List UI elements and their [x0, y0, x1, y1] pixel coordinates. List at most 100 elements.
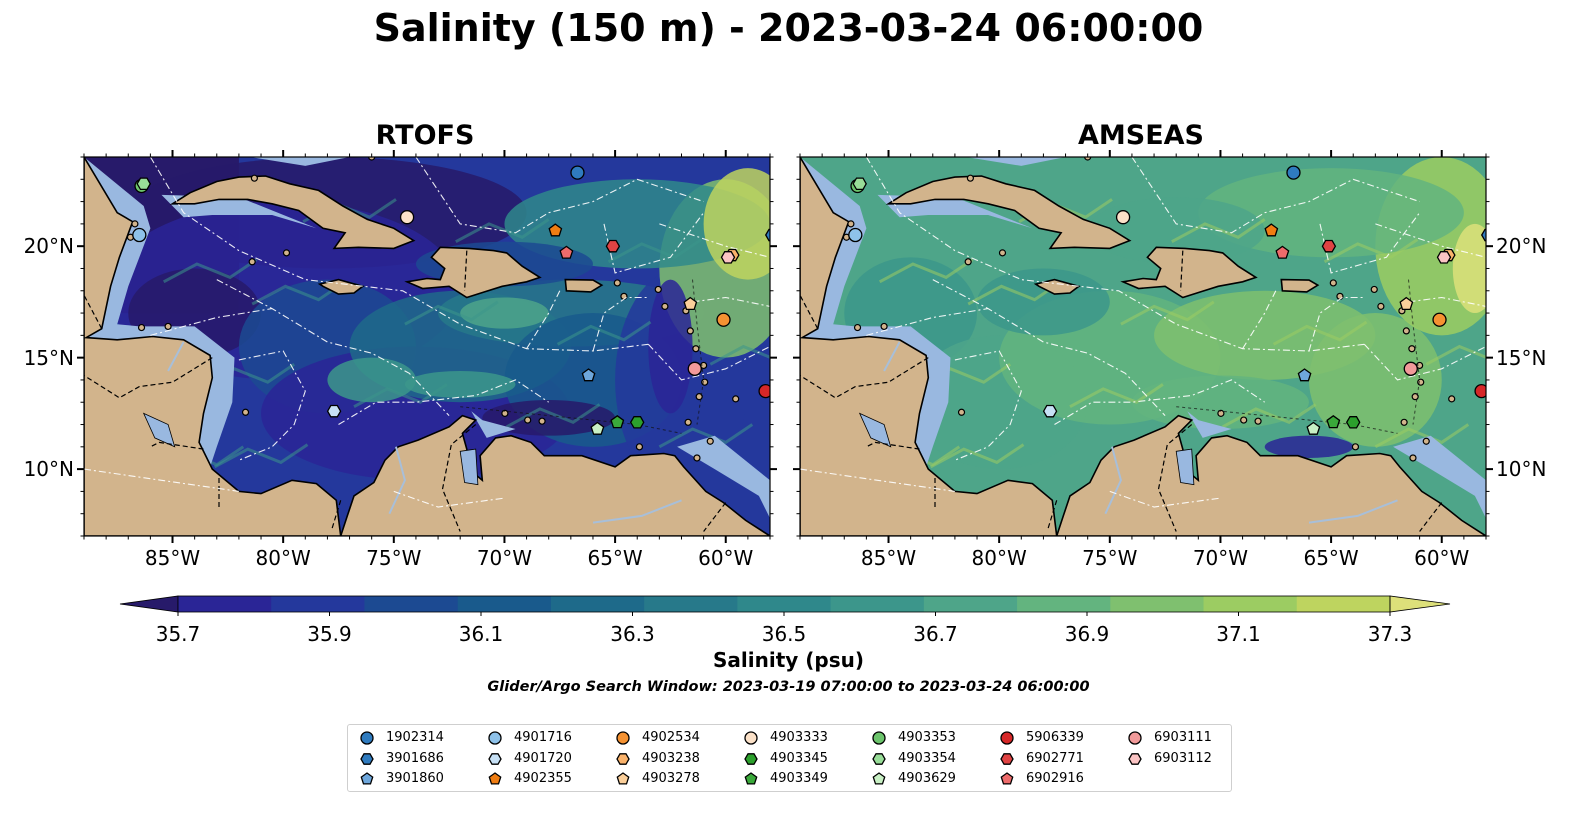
- lake-maracaibo: [459, 448, 479, 486]
- eez-boundary: [1131, 157, 1420, 234]
- legend-marker-circle: [1128, 731, 1142, 745]
- eez-boundary: [150, 308, 273, 336]
- float-marker-4903629: [1306, 421, 1321, 435]
- legend-label: 4901720: [514, 750, 572, 766]
- small-island: [701, 378, 709, 386]
- small-island: [368, 157, 376, 161]
- eez-boundary: [592, 296, 649, 352]
- colorbar-label: Salinity (psu): [712, 648, 864, 672]
- land-puerto-rico: [564, 278, 604, 293]
- river: [1308, 499, 1398, 524]
- lon-tick-label: 70°W: [476, 546, 533, 570]
- salinity-field-patch: [504, 179, 770, 269]
- small-island: [137, 323, 146, 332]
- salinity-filament: [1425, 344, 1486, 366]
- salinity-filament: [162, 258, 258, 284]
- map-content: [800, 157, 1486, 536]
- legend-marker-pentagon: [616, 772, 630, 785]
- country-border: [84, 294, 103, 329]
- eez-boundary: [865, 157, 1365, 352]
- lon-tick-label: 60°W: [1414, 546, 1470, 570]
- small-island: [880, 322, 888, 331]
- colorbar-segment: [550, 596, 645, 612]
- eez-boundary: [800, 468, 955, 492]
- river: [592, 499, 682, 524]
- small-island: [1084, 157, 1092, 161]
- eez-boundary: [1308, 296, 1365, 352]
- eez-boundary: [526, 290, 561, 349]
- colorbar: [119, 595, 1451, 616]
- small-island: [1417, 378, 1425, 386]
- lon-tick-label: 75°W: [366, 546, 422, 570]
- small-island: [695, 393, 703, 401]
- salinity-field-patch: [460, 297, 549, 329]
- small-island: [1370, 285, 1378, 294]
- float-marker-3901860: [1297, 368, 1312, 382]
- small-island: [1402, 327, 1410, 335]
- colorbar-tick-label: 37.1: [1216, 622, 1261, 646]
- legend-marker-icon: [744, 752, 758, 765]
- small-island: [250, 174, 258, 182]
- continental-shelf: [1393, 435, 1486, 519]
- map-frame: [799, 156, 1487, 537]
- continental-shelf: [677, 435, 770, 519]
- legend-label: 4903278: [642, 771, 700, 786]
- small-island: [732, 395, 740, 403]
- eez-boundary: [216, 279, 450, 416]
- float-marker-6902916: [559, 245, 574, 259]
- legend-marker-icon: [1000, 731, 1014, 745]
- colorbar-segment: [1017, 596, 1111, 612]
- small-island: [1448, 395, 1456, 403]
- legend-label: 4903345: [770, 750, 828, 766]
- colorbar-segment: [1296, 596, 1391, 612]
- lake-nicaragua: [142, 412, 176, 448]
- country-border: [464, 250, 468, 291]
- colorbar-segment: [271, 596, 365, 612]
- lon-tick-label: 65°W: [587, 546, 643, 570]
- map-panel-amseas: [793, 150, 1493, 543]
- legend-marker-pentagon: [872, 772, 886, 785]
- small-island: [248, 258, 256, 266]
- land-central-america: [84, 157, 342, 536]
- country-border: [84, 357, 213, 399]
- float-marker-4901720: [326, 404, 342, 418]
- salinity-filament: [505, 403, 601, 429]
- float-marker-6902916: [1275, 245, 1290, 259]
- eez-boundary: [954, 350, 1022, 461]
- map-frame: [83, 156, 771, 537]
- eez-boundary: [238, 350, 306, 461]
- lon-tick-label: 60°W: [698, 546, 754, 570]
- legend-marker-circle: [744, 731, 758, 745]
- salinity-filament: [353, 383, 448, 409]
- legend-marker-circle: [616, 731, 630, 745]
- small-island: [957, 408, 966, 416]
- legend-marker-pentagon: [488, 772, 502, 785]
- eez-boundary: [1109, 490, 1221, 508]
- small-island: [684, 418, 692, 426]
- eez-boundary: [692, 296, 770, 307]
- colorbar-segment: [1203, 596, 1298, 612]
- country-border: [441, 424, 477, 532]
- small-island: [524, 416, 532, 424]
- eez-boundary: [149, 157, 649, 352]
- colorbar-segment: [830, 596, 925, 612]
- search-window-text: Glider/Argo Search Window: 2023-03-19 07…: [487, 679, 1090, 695]
- legend-marker-circle: [1000, 731, 1014, 745]
- colorbar-segment: [923, 596, 1018, 612]
- float-marker-4901716: [132, 227, 147, 243]
- eez-boundary: [866, 308, 989, 336]
- eez-boundary: [1054, 379, 1266, 425]
- continental-shelf: [250, 157, 350, 166]
- isobath-contour: [1176, 406, 1398, 434]
- float-marker-4902534: [716, 312, 731, 327]
- legend-marker-icon: [872, 731, 886, 745]
- legend-label: 4903353: [898, 730, 956, 745]
- legend-marker-hexagon: [1000, 752, 1014, 765]
- float-marker-4901720: [1042, 404, 1058, 418]
- map-panel-rtofs: [77, 150, 777, 543]
- salinity-field-patch: [1264, 435, 1354, 458]
- float-marker-6902771: [605, 239, 621, 253]
- small-island: [131, 220, 139, 228]
- panel-title-rtofs: RTOFS: [375, 120, 475, 151]
- legend-marker-icon: [360, 752, 374, 765]
